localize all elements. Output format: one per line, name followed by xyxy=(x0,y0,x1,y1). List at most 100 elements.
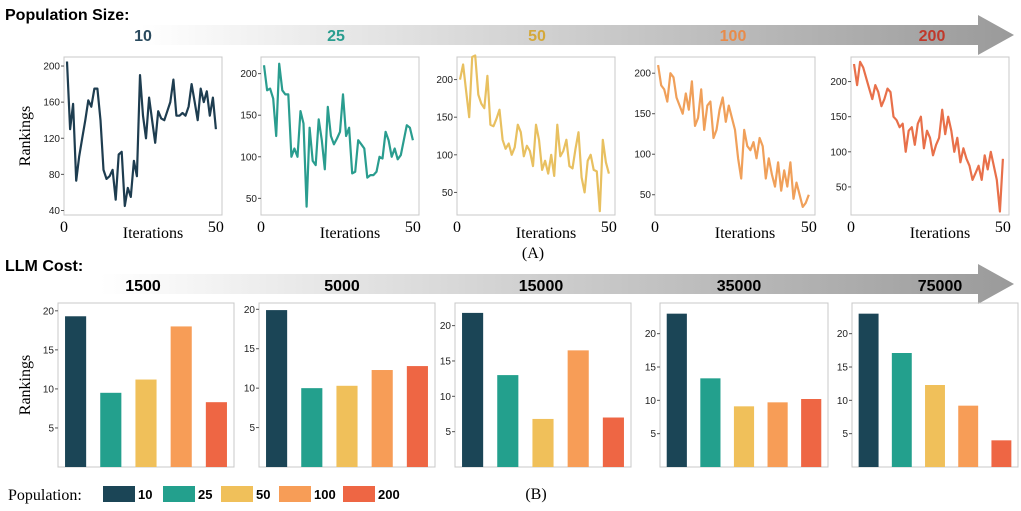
y-tick-label: 150 xyxy=(436,113,453,124)
plot-frame xyxy=(63,56,223,216)
line-pop-10: 40 80 120 160 200 0 50 Iterations Rankings xyxy=(17,56,224,242)
x-axis-label: Iterations xyxy=(715,225,775,242)
y-tick-label: 100 xyxy=(830,147,847,158)
y-tick-label: 160 xyxy=(43,98,60,109)
llm-cost-arrow xyxy=(100,264,1014,304)
y-tick-label: 15 xyxy=(645,363,657,374)
plot-frame xyxy=(456,56,616,216)
llm-cost-arrow-labels: 1500 5000 15000 35000 75000 xyxy=(125,278,962,295)
caption-a: (A) xyxy=(522,245,544,262)
y-tick-label: 10 xyxy=(440,392,452,403)
series-line xyxy=(657,64,810,208)
llm-cost-label-35000: 35000 xyxy=(717,278,762,295)
y-tick-label: 100 xyxy=(240,152,257,163)
legend-swatch-100 xyxy=(279,486,311,502)
population-size-label-10: 10 xyxy=(134,28,152,45)
y-tick-label: 20 xyxy=(440,321,452,332)
x-tick-label: 50 xyxy=(995,219,1011,236)
legend-swatch-25 xyxy=(163,486,195,502)
bar-population-50 xyxy=(925,385,945,467)
y-tick-label: 150 xyxy=(634,109,651,120)
y-tick-label: 200 xyxy=(436,75,453,86)
legend-swatch-50 xyxy=(221,486,253,502)
x-axis-label: Iterations xyxy=(516,225,576,242)
bar-cost-35000: 5 10 15 20 xyxy=(645,302,829,468)
bar-population-100 xyxy=(170,326,192,467)
y-tick-label: 200 xyxy=(240,69,257,80)
population-arrow-labels: 10 25 50 100 200 xyxy=(134,28,945,45)
bar-population-25 xyxy=(700,378,721,467)
y-tick-label: 200 xyxy=(634,69,651,80)
bar-population-200 xyxy=(801,399,822,467)
bar-population-50 xyxy=(733,406,755,467)
bar-population-10 xyxy=(858,313,879,467)
line-pop-200: 50 100 150 200 0 50 Iterations xyxy=(830,56,1011,242)
llm-cost-label-15000: 15000 xyxy=(519,278,564,295)
llm-cost-bar-charts: 5 10 15 20 Rankings 5 10 15 20 5 10 15 20 5 10 15 20 5 10 1… xyxy=(17,302,1019,468)
legend-swatch-10 xyxy=(103,486,135,502)
y-tick-label: 5 xyxy=(842,429,848,440)
caption-b: (B) xyxy=(525,486,546,503)
y-tick-label: 15 xyxy=(440,356,452,367)
bar-population-25 xyxy=(497,375,519,467)
x-tick-label: 0 xyxy=(847,219,855,236)
bar-cost-75000: 5 10 15 20 xyxy=(837,302,1019,468)
y-tick-label: 150 xyxy=(240,111,257,122)
y-tick-label: 100 xyxy=(634,150,651,161)
bar-population-100 xyxy=(767,402,788,467)
bar-population-200 xyxy=(406,366,428,467)
y-tick-label: 100 xyxy=(436,150,453,161)
population-arrow xyxy=(140,15,1014,55)
plot-frame xyxy=(850,56,1010,216)
population-size-label-50: 50 xyxy=(528,28,546,45)
y-tick-label: 200 xyxy=(830,77,847,88)
y-tick-label: 20 xyxy=(645,329,657,340)
y-tick-label: 200 xyxy=(43,62,60,73)
y-tick-label: 20 xyxy=(244,305,256,316)
y-tick-label: 120 xyxy=(43,134,60,145)
y-tick-label: 40 xyxy=(49,206,61,217)
y-tick-label: 20 xyxy=(43,306,55,317)
bar-population-200 xyxy=(991,440,1012,467)
bar-population-10 xyxy=(666,313,687,467)
bar-cost-5000: 5 10 15 20 xyxy=(244,302,436,468)
line-pop-50: 50 100 150 200 0 50 Iterations xyxy=(436,54,617,242)
y-tick-label: 10 xyxy=(43,384,55,395)
bar-population-25 xyxy=(301,388,323,467)
bar-cost-1500: 5 10 15 20 Rankings xyxy=(17,302,235,468)
x-tick-label: 50 xyxy=(405,219,421,236)
y-tick-label: 10 xyxy=(645,396,657,407)
bar-population-200 xyxy=(602,417,624,467)
x-axis-label: Iterations xyxy=(910,225,970,242)
bar-population-200 xyxy=(205,402,227,467)
llm-cost-label-5000: 5000 xyxy=(324,278,360,295)
population-size-label-100: 100 xyxy=(720,28,747,45)
population-size-header: Population Size: 10 25 50 100 200 xyxy=(5,7,1014,55)
x-tick-label: 0 xyxy=(60,219,68,236)
legend-label-50: 50 xyxy=(256,487,270,502)
x-axis-label: Iterations xyxy=(320,225,380,242)
bar-population-10 xyxy=(266,310,288,467)
bar-population-50 xyxy=(532,418,554,467)
legend-title: Population: xyxy=(8,487,82,504)
x-tick-label: 50 xyxy=(208,219,224,236)
bar-population-10 xyxy=(65,316,87,467)
plot-frame xyxy=(260,56,420,216)
bar-population-25 xyxy=(100,392,122,467)
legend-label-10: 10 xyxy=(138,487,152,502)
y-axis-label: Rankings xyxy=(17,355,34,415)
legend-label-100: 100 xyxy=(314,487,336,502)
population-size-label-25: 25 xyxy=(327,28,345,45)
series-line xyxy=(262,62,414,208)
llm-cost-label-1500: 1500 xyxy=(125,278,161,295)
bar-population-50 xyxy=(135,379,157,467)
series-line xyxy=(852,60,1004,213)
y-tick-label: 5 xyxy=(249,423,255,434)
line-pop-100: 50 100 150 200 0 50 Iterations xyxy=(634,56,817,242)
y-tick-label: 5 xyxy=(48,423,54,434)
bar-population-100 xyxy=(371,370,393,467)
y-tick-label: 15 xyxy=(837,363,849,374)
bar-population-100 xyxy=(567,350,589,467)
population-line-charts: 40 80 120 160 200 0 50 Iterations Rankings 50 100 1… xyxy=(17,54,1011,242)
